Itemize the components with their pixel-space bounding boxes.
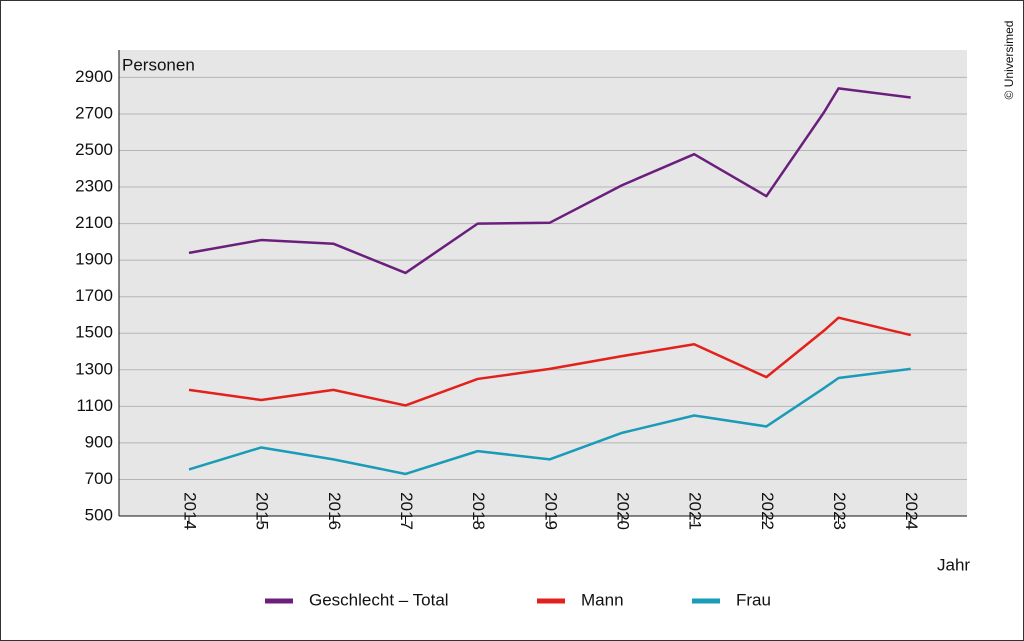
x-tick-label: 2023 [830, 492, 849, 530]
y-tick-label: 1900 [75, 250, 113, 269]
x-tick-label: 2020 [614, 492, 633, 530]
y-tick-label: 1300 [75, 359, 113, 378]
y-tick-label: 1700 [75, 286, 113, 305]
y-tick-label: 2900 [75, 67, 113, 86]
y-tick-label: 900 [85, 432, 113, 451]
x-tick-label: 2016 [325, 492, 344, 530]
x-tick-label: 2015 [253, 492, 272, 530]
legend-label: Mann [581, 590, 624, 609]
x-tick-label: 2022 [758, 492, 777, 530]
legend-label: Frau [736, 590, 771, 609]
line-series [188, 367, 911, 476]
plot-area [119, 50, 967, 516]
y-tick-label: 500 [85, 505, 113, 524]
y-tick-label: 2300 [75, 177, 113, 196]
legend-label: Geschlecht – Total [309, 590, 449, 609]
x-axis-label: Jahr [937, 555, 970, 574]
y-tick-label: 2100 [75, 213, 113, 232]
y-tick-label: 2700 [75, 103, 113, 122]
y-tick-label: 1500 [75, 323, 113, 342]
x-tick-label: 2021 [686, 492, 705, 530]
credit: © Universimed [1002, 21, 1016, 100]
x-tick-label: 2019 [541, 492, 560, 530]
y-tick-label: 1100 [76, 396, 113, 415]
x-tick-label: 2014 [181, 492, 200, 530]
x-tick-label: 2018 [469, 492, 488, 530]
y-tick-label: 700 [85, 469, 113, 488]
line-series [188, 316, 911, 407]
x-tick-label: 2024 [902, 492, 921, 530]
x-tick-label: 2017 [397, 492, 416, 530]
y-tick-label: 2500 [75, 140, 113, 159]
y-axis-label: Personen [122, 55, 195, 74]
line-series [188, 87, 911, 275]
